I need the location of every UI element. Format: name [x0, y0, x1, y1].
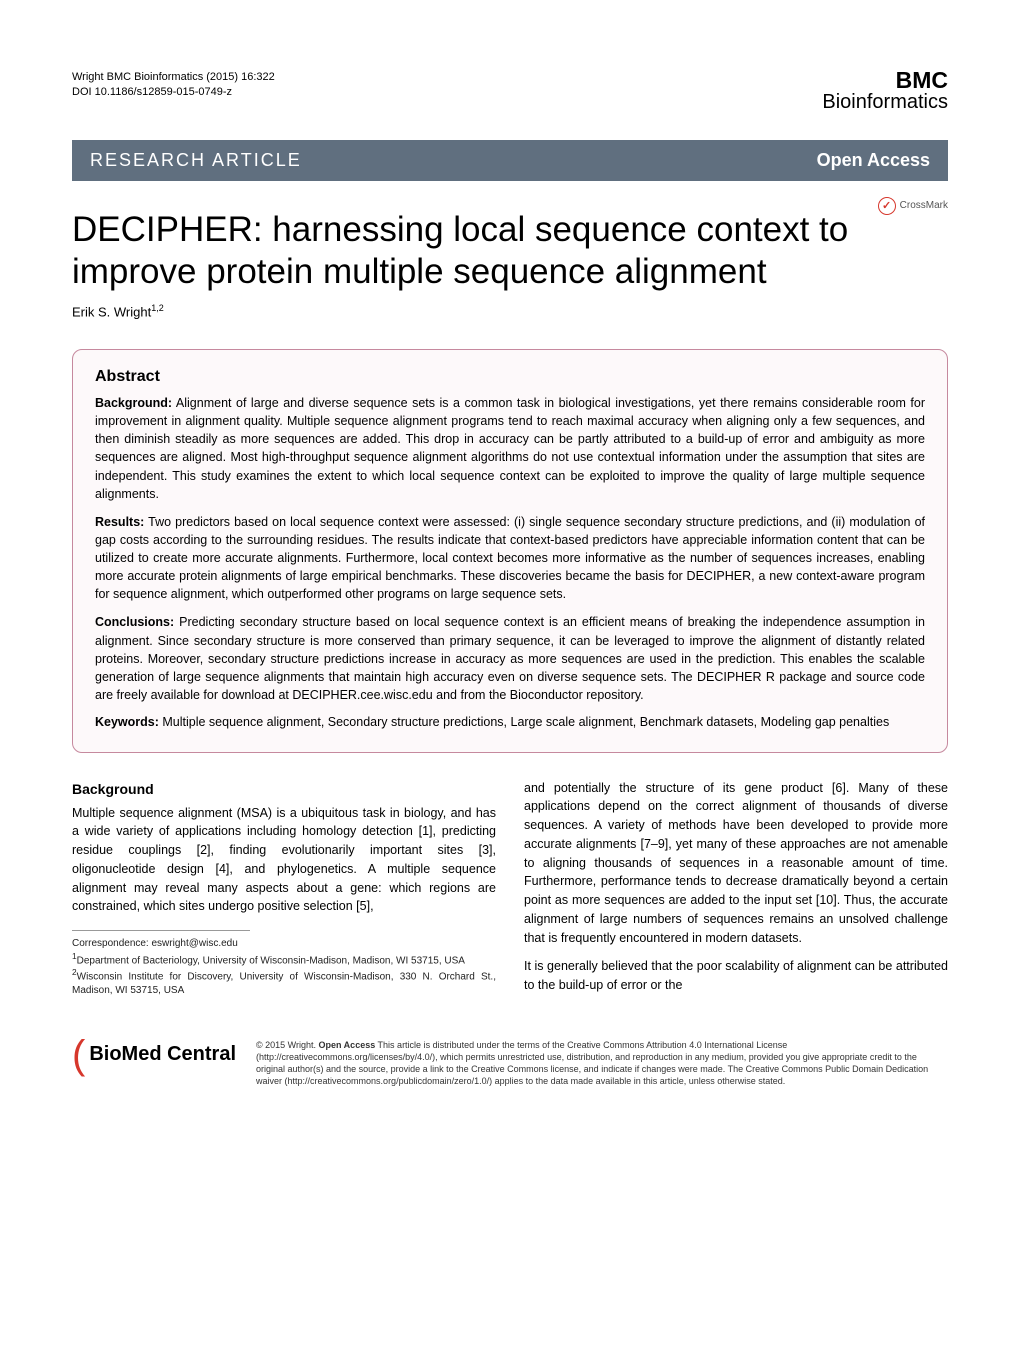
- logo-bioinformatics: Bioinformatics: [822, 91, 948, 114]
- open-access-label: Open Access: [817, 150, 930, 171]
- body-columns: Background Multiple sequence alignment (…: [72, 779, 948, 1005]
- affiliation-2: Wisconsin Institute for Discovery, Unive…: [72, 972, 496, 997]
- logo-bmc: BMC: [822, 70, 948, 91]
- body-col2-p1: and potentially the structure of its gen…: [524, 779, 948, 948]
- left-column: Background Multiple sequence alignment (…: [72, 779, 496, 1005]
- abstract-conclusions-label: Conclusions:: [95, 615, 174, 629]
- abstract-heading: Abstract: [95, 368, 925, 386]
- crossmark-icon: ✓: [878, 197, 896, 215]
- biomed-name: BioMed Central: [89, 1043, 236, 1066]
- abstract-conclusions: Conclusions: Predicting secondary struct…: [95, 613, 925, 704]
- keywords: Keywords: Multiple sequence alignment, S…: [95, 714, 925, 732]
- abstract-background-text: Alignment of large and diverse sequence …: [95, 396, 925, 501]
- journal-logo: BMC Bioinformatics: [822, 70, 948, 114]
- abstract-results: Results: Two predictors based on local s…: [95, 513, 925, 604]
- abstract-box: Abstract Background: Alignment of large …: [72, 349, 948, 753]
- license-text: © 2015 Wright. Open Access This article …: [256, 1039, 948, 1088]
- license-prefix: © 2015 Wright.: [256, 1040, 319, 1050]
- correspondence-block: Correspondence: eswright@wisc.edu 1Depar…: [72, 937, 496, 998]
- license-footer: ( BioMed Central © 2015 Wright. Open Acc…: [72, 1031, 948, 1088]
- background-heading: Background: [72, 779, 496, 800]
- keywords-label: Keywords:: [95, 715, 159, 729]
- biomed-bracket-icon: (: [72, 1043, 85, 1067]
- license-open-access: Open Access: [319, 1040, 376, 1050]
- author-name: Erik S. Wright: [72, 304, 151, 319]
- correspondence-email[interactable]: eswright@wisc.edu: [152, 938, 238, 949]
- correspondence-label: Correspondence:: [72, 938, 152, 949]
- right-column: and potentially the structure of its gen…: [524, 779, 948, 1005]
- biomed-logo: ( BioMed Central: [72, 1043, 236, 1067]
- keywords-text: Multiple sequence alignment, Secondary s…: [162, 715, 889, 729]
- crossmark-label: CrossMark: [900, 200, 948, 211]
- article-type: RESEARCH ARTICLE: [90, 150, 302, 171]
- page-header: Wright BMC Bioinformatics (2015) 16:322 …: [72, 70, 948, 114]
- doi-line: DOI 10.1186/s12859-015-0749-z: [72, 85, 275, 100]
- article-type-banner: RESEARCH ARTICLE Open Access: [72, 140, 948, 181]
- citation-line: Wright BMC Bioinformatics (2015) 16:322: [72, 70, 275, 85]
- body-col1-p1: Multiple sequence alignment (MSA) is a u…: [72, 804, 496, 917]
- body-col2-p2: It is generally believed that the poor s…: [524, 957, 948, 995]
- abstract-results-label: Results:: [95, 515, 144, 529]
- affiliation-1: Department of Bacteriology, University o…: [77, 955, 465, 966]
- abstract-background: Background: Alignment of large and diver…: [95, 394, 925, 503]
- citation: Wright BMC Bioinformatics (2015) 16:322 …: [72, 70, 275, 101]
- author-affil: 1,2: [151, 303, 164, 313]
- abstract-results-text: Two predictors based on local sequence c…: [95, 515, 925, 602]
- correspondence-divider: [72, 930, 250, 931]
- abstract-conclusions-text: Predicting secondary structure based on …: [95, 615, 925, 702]
- abstract-background-label: Background:: [95, 396, 172, 410]
- article-title: DECIPHER: harnessing local sequence cont…: [72, 209, 948, 293]
- author-line: Erik S. Wright1,2: [72, 303, 948, 319]
